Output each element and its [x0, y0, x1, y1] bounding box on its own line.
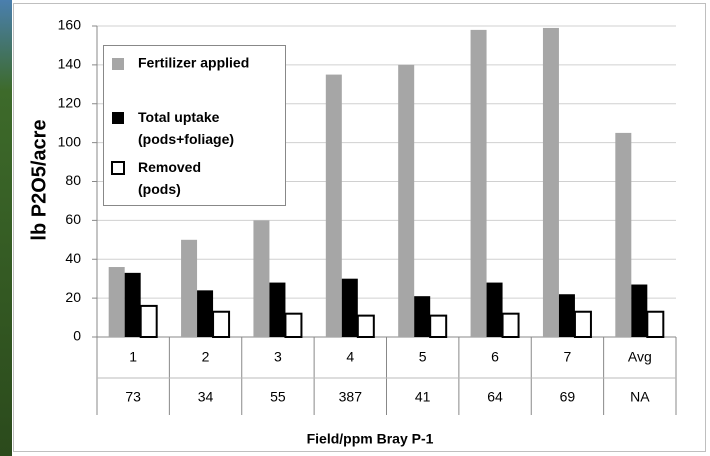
bar — [285, 314, 301, 337]
bar — [342, 279, 358, 337]
x-axis-title: Field/ppm Bray P-1 — [307, 431, 434, 447]
x-sub-label: NA — [630, 389, 650, 405]
bar — [647, 312, 663, 337]
bar — [471, 30, 487, 337]
bar — [430, 316, 446, 337]
y-tick-label: 160 — [58, 17, 82, 33]
y-tick-label: 100 — [58, 133, 82, 149]
x-sub-label: 55 — [270, 389, 286, 405]
x-tick-label: 6 — [491, 349, 499, 365]
page: lb P2O5/acre Field/ppm Bray P-1 0 20 40 60 8… — [0, 0, 710, 456]
legend-swatch — [112, 112, 124, 124]
y-tick-label: 40 — [65, 250, 81, 266]
x-tick-label: 1 — [129, 349, 137, 365]
legend-swatch — [112, 162, 124, 174]
y-tick-label: 140 — [58, 56, 82, 72]
y-tick-label: 0 — [73, 328, 81, 344]
y-tick-label: 20 — [65, 289, 81, 305]
x-sub-label: 387 — [339, 389, 363, 405]
x-tick-label: 3 — [274, 349, 282, 365]
x-tick-label: 2 — [202, 349, 210, 365]
bar — [253, 220, 269, 337]
bar — [269, 283, 285, 337]
bar — [141, 306, 157, 337]
bar — [487, 283, 503, 337]
bar — [125, 273, 141, 337]
background-strip — [0, 0, 12, 456]
bar — [575, 312, 591, 337]
bar — [398, 65, 414, 337]
y-tick-label: 120 — [58, 94, 82, 110]
x-sub-label: 41 — [415, 389, 431, 405]
x-tick-label: 4 — [346, 349, 354, 365]
x-sub-label: 73 — [125, 389, 141, 405]
legend-swatch — [112, 58, 124, 70]
legend-label: Fertilizer applied — [138, 55, 249, 71]
bar — [358, 316, 374, 337]
bar — [197, 290, 213, 337]
y-tick-label: 80 — [65, 172, 81, 188]
bar — [109, 267, 125, 337]
bar — [414, 296, 430, 337]
x-sub-label: 64 — [487, 389, 503, 405]
bar — [631, 285, 647, 337]
y-tick-label: 60 — [65, 211, 81, 227]
bar — [503, 314, 519, 337]
x-tick-label: 7 — [564, 349, 572, 365]
x-tick-label: Avg — [628, 349, 652, 365]
bar — [559, 294, 575, 337]
x-tick-label: 5 — [419, 349, 427, 365]
bar — [326, 75, 342, 337]
bar — [543, 28, 559, 337]
chart: lb P2O5/acre Field/ppm Bray P-1 0 20 40 60 8… — [0, 0, 710, 456]
bar — [615, 133, 631, 337]
x-sub-label: 34 — [198, 389, 214, 405]
bar — [213, 312, 229, 337]
x-sub-label: 69 — [560, 389, 576, 405]
y-axis-title: lb P2O5/acre — [28, 119, 50, 240]
bar — [181, 240, 197, 337]
